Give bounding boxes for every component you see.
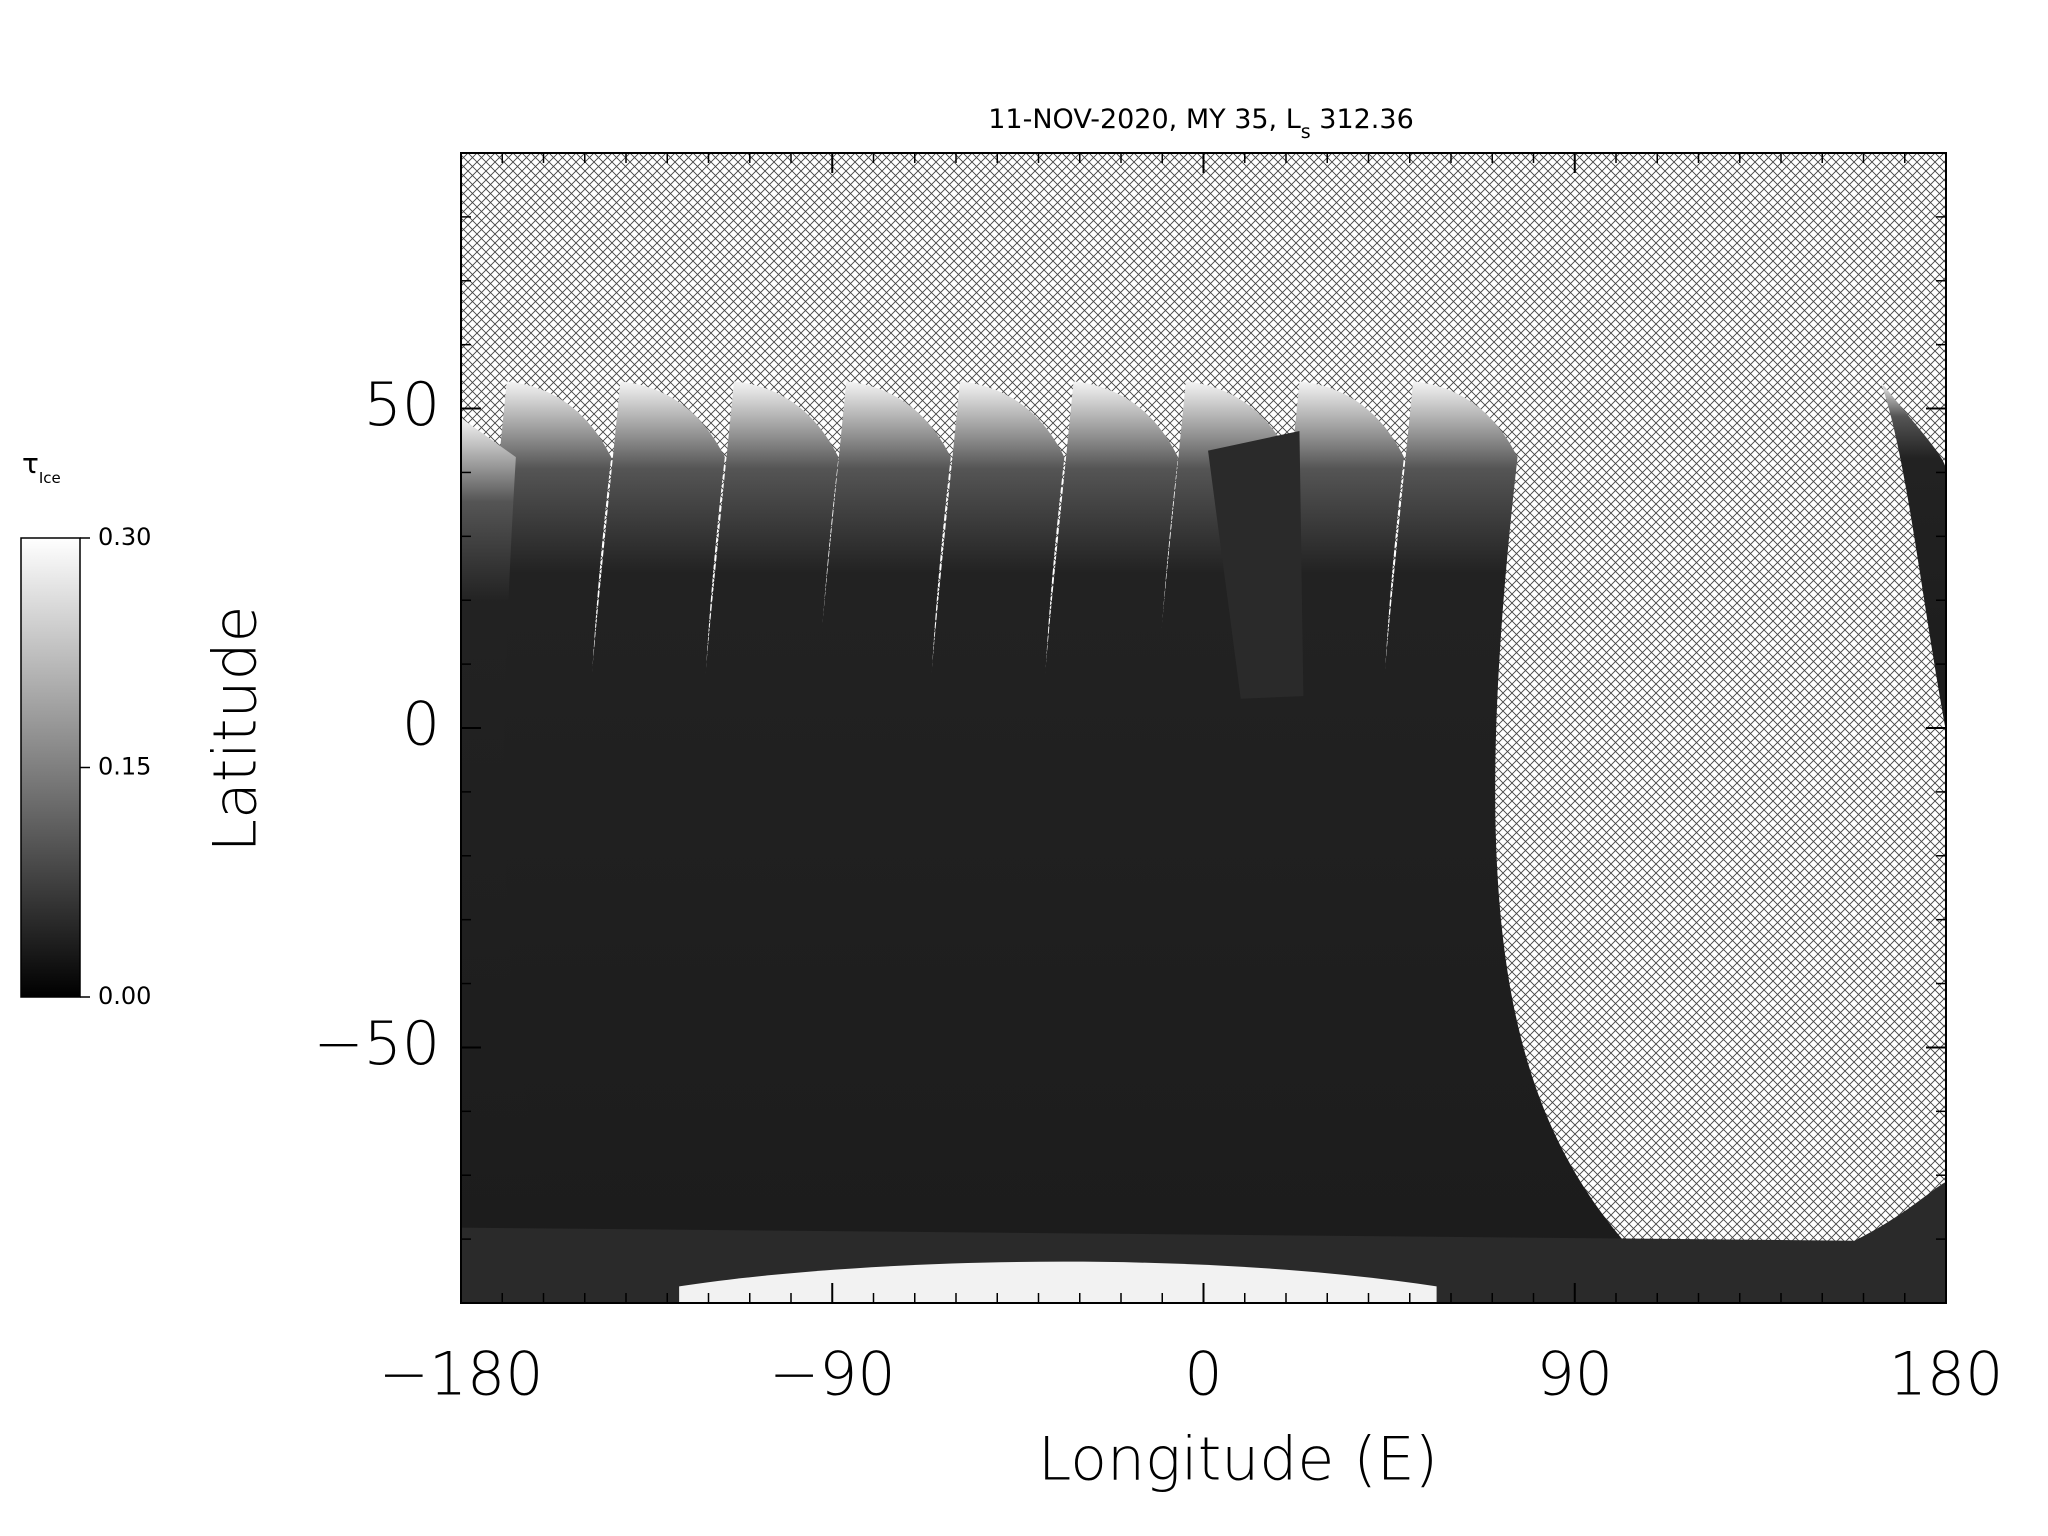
polar-cap [679,1261,1437,1303]
chart-title: 11-NOV-2020, MY 35, Ls 312.36 [988,104,1414,143]
title-value: 312.36 [1311,104,1414,135]
colorbar-label-main: τ [22,447,39,480]
x-tick-label: 0 [1184,1340,1222,1410]
colorbar [20,537,81,998]
colorbar-tick-label: 0.30 [98,523,151,551]
x-tick-label: −180 [379,1340,544,1410]
title-main: 11-NOV-2020, MY 35, L [988,104,1301,135]
x-axis-label: Longitude (E) [1038,1425,1438,1495]
swath [461,381,729,1254]
y-tick-label: 50 [364,370,440,440]
swath [1880,381,1946,732]
swath [1208,430,1304,699]
swath [1132,381,1408,1254]
swaths [461,381,1946,1303]
colorbar-label-subscript: Ice [39,469,61,487]
x-tick-label: 180 [1889,1340,2004,1410]
swath [1020,381,1296,1254]
swath [1246,381,1522,1254]
x-tick-label: 90 [1537,1340,1613,1410]
swath [906,381,1182,1254]
colorbar-tick-label: 0.00 [98,982,151,1010]
swath [461,417,562,1254]
y-tick-label: −50 [313,1009,440,1079]
y-axis-label: Latitude [201,606,271,853]
colorbar-tick-label: 0.15 [98,753,151,781]
swath [680,381,956,1254]
colorbar-label: τIce [22,447,61,487]
swath [567,381,843,1254]
title-subscript: s [1301,121,1311,143]
x-tick-label: −90 [769,1340,896,1410]
swath [1360,381,1636,1254]
swath [793,381,1069,1254]
y-tick-label: 0 [402,690,440,760]
